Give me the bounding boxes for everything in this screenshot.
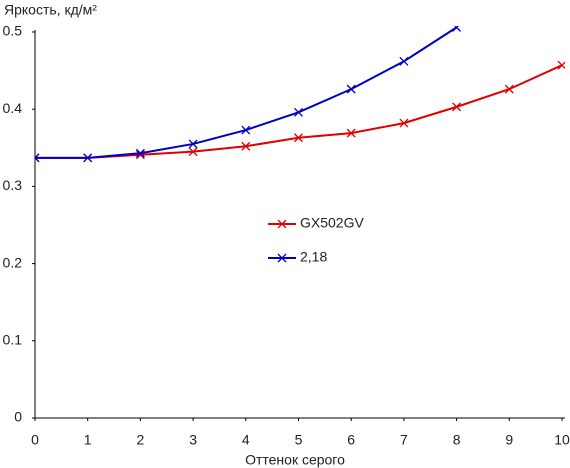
legend-marker	[277, 253, 287, 263]
x-tick-label: 8	[453, 432, 461, 448]
marker	[452, 26, 462, 32]
y-axis-label: Яркость, кд/м²	[4, 2, 97, 18]
legend-label: 2,18	[300, 249, 327, 265]
plot-area	[35, 26, 565, 163]
marker	[452, 102, 462, 112]
y-tick-label: 0.3	[3, 177, 23, 193]
y-tick-label: 0.2	[3, 254, 23, 270]
x-tick-label: 3	[189, 432, 197, 448]
marker	[188, 147, 198, 157]
marker	[504, 84, 514, 94]
marker	[346, 84, 356, 94]
x-tick-label: 7	[400, 432, 408, 448]
marker	[241, 141, 251, 151]
y-tick-label: 0	[14, 409, 22, 425]
x-tick-label: 6	[347, 432, 355, 448]
marker	[399, 56, 409, 66]
series-line	[35, 26, 458, 159]
marker	[294, 107, 303, 117]
y-tick-label: 0.5	[3, 23, 23, 39]
marker	[294, 133, 303, 143]
marker	[83, 153, 93, 163]
x-tick-label: 4	[242, 432, 250, 448]
marker	[557, 60, 565, 70]
x-tick-label: 9	[505, 432, 513, 448]
x-tick-label: 10	[554, 432, 570, 448]
y-tick-label: 0.4	[3, 100, 23, 116]
x-tick-label: 0	[31, 432, 39, 448]
marker	[241, 125, 251, 135]
marker	[346, 128, 356, 138]
marker	[135, 148, 145, 158]
marker	[399, 118, 409, 128]
legend-label: GX502GV	[300, 215, 364, 231]
legend-marker	[277, 219, 287, 229]
x-axis-label: Оттенок серого	[245, 452, 345, 468]
x-tick-label: 1	[84, 432, 92, 448]
marker	[35, 153, 40, 163]
y-tick-label: 0.1	[3, 332, 23, 348]
x-tick-label: 2	[137, 432, 145, 448]
marker	[188, 139, 198, 149]
x-tick-label: 5	[295, 432, 303, 448]
